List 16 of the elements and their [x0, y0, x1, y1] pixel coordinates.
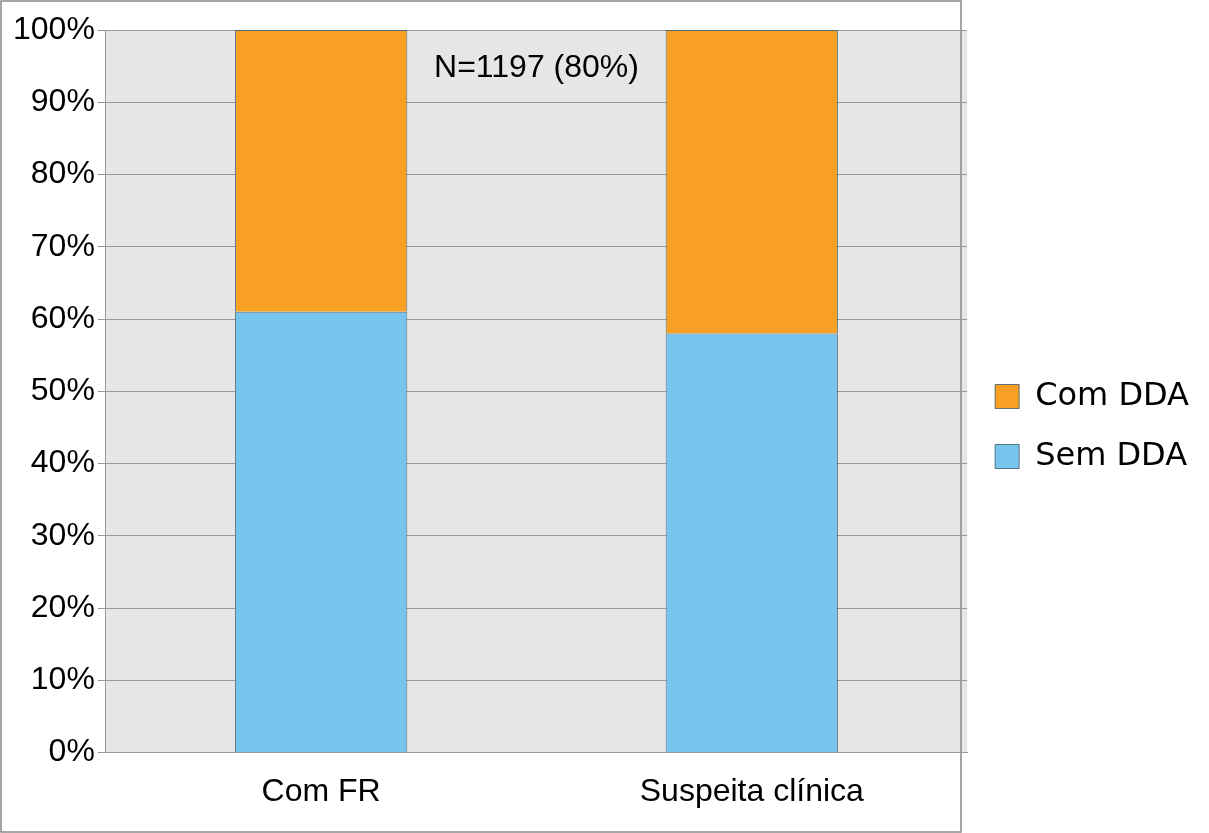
y-tick-label: 90%: [30, 82, 95, 119]
y-tick-label: 10%: [30, 660, 95, 697]
y-tick-label: 0%: [48, 732, 95, 769]
annotation: N=1197 (80%): [434, 47, 639, 84]
y-tick-label: 100%: [13, 9, 95, 46]
y-tick-label: 20%: [30, 587, 95, 624]
y-tick-label: 50%: [30, 371, 95, 408]
x-tick-label: Suspeita clínica: [639, 771, 865, 808]
y-tick-label: 80%: [30, 154, 95, 191]
y-tick-label: 40%: [30, 443, 95, 480]
y-tick-label: 70%: [30, 226, 95, 263]
y-tick-label: 30%: [30, 515, 95, 552]
y-tick-label: 60%: [30, 298, 95, 335]
legend-label: Com DDA: [1035, 374, 1190, 413]
x-tick-label: Com FR: [261, 771, 381, 808]
legend-label: Sem DDA: [1035, 434, 1188, 473]
